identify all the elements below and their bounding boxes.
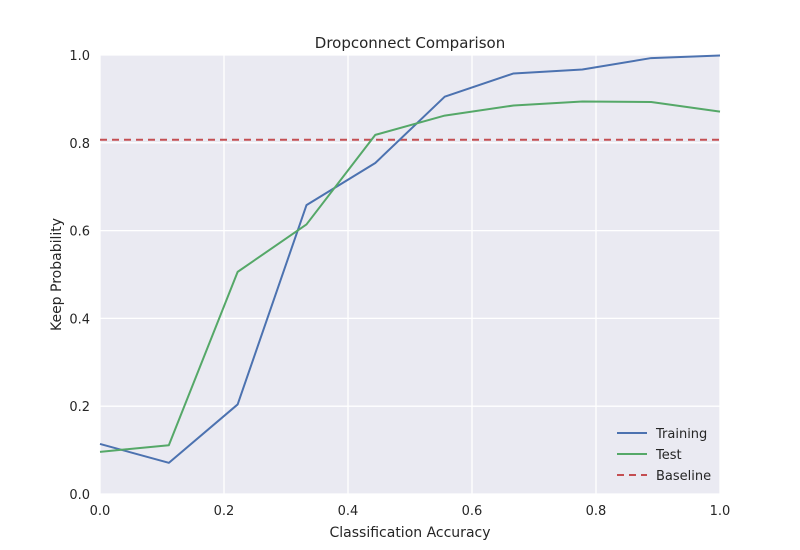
y-axis-ticks: 0.0 0.2 0.4 0.6 0.8 1.0 [69,49,90,503]
legend-label: Test [655,448,682,463]
y-tick-label: 0.4 [69,312,90,327]
x-axis-ticks: 0.0 0.2 0.4 0.6 0.8 1.0 [90,504,731,519]
x-tick-label: 0.6 [462,504,483,519]
legend-label: Training [655,427,707,442]
y-tick-label: 0.2 [69,400,90,415]
y-tick-label: 0.0 [69,488,90,503]
y-tick-label: 0.8 [69,137,90,152]
x-tick-label: 0.0 [90,504,111,519]
x-axis-label: Classification Accuracy [330,525,491,541]
plot-area [100,55,720,494]
chart-title: Dropconnect Comparison [315,34,505,52]
legend-label: Baseline [656,469,711,484]
y-tick-label: 1.0 [69,49,90,64]
legend-entry-test: Test [617,448,682,463]
grid [99,54,721,495]
legend-entry-baseline: Baseline [617,469,711,484]
legend-entry-training: Training [617,427,707,442]
x-tick-label: 0.4 [338,504,359,519]
y-tick-label: 0.6 [69,225,90,240]
legend: Training Test Baseline [617,427,711,484]
series-line-training [99,54,721,464]
series-line-test [99,100,721,453]
x-tick-label: 0.8 [586,504,607,519]
x-tick-label: 0.2 [214,504,235,519]
series-lines [99,54,721,464]
y-axis-label: Keep Probability [49,218,65,331]
x-tick-label: 1.0 [710,504,731,519]
